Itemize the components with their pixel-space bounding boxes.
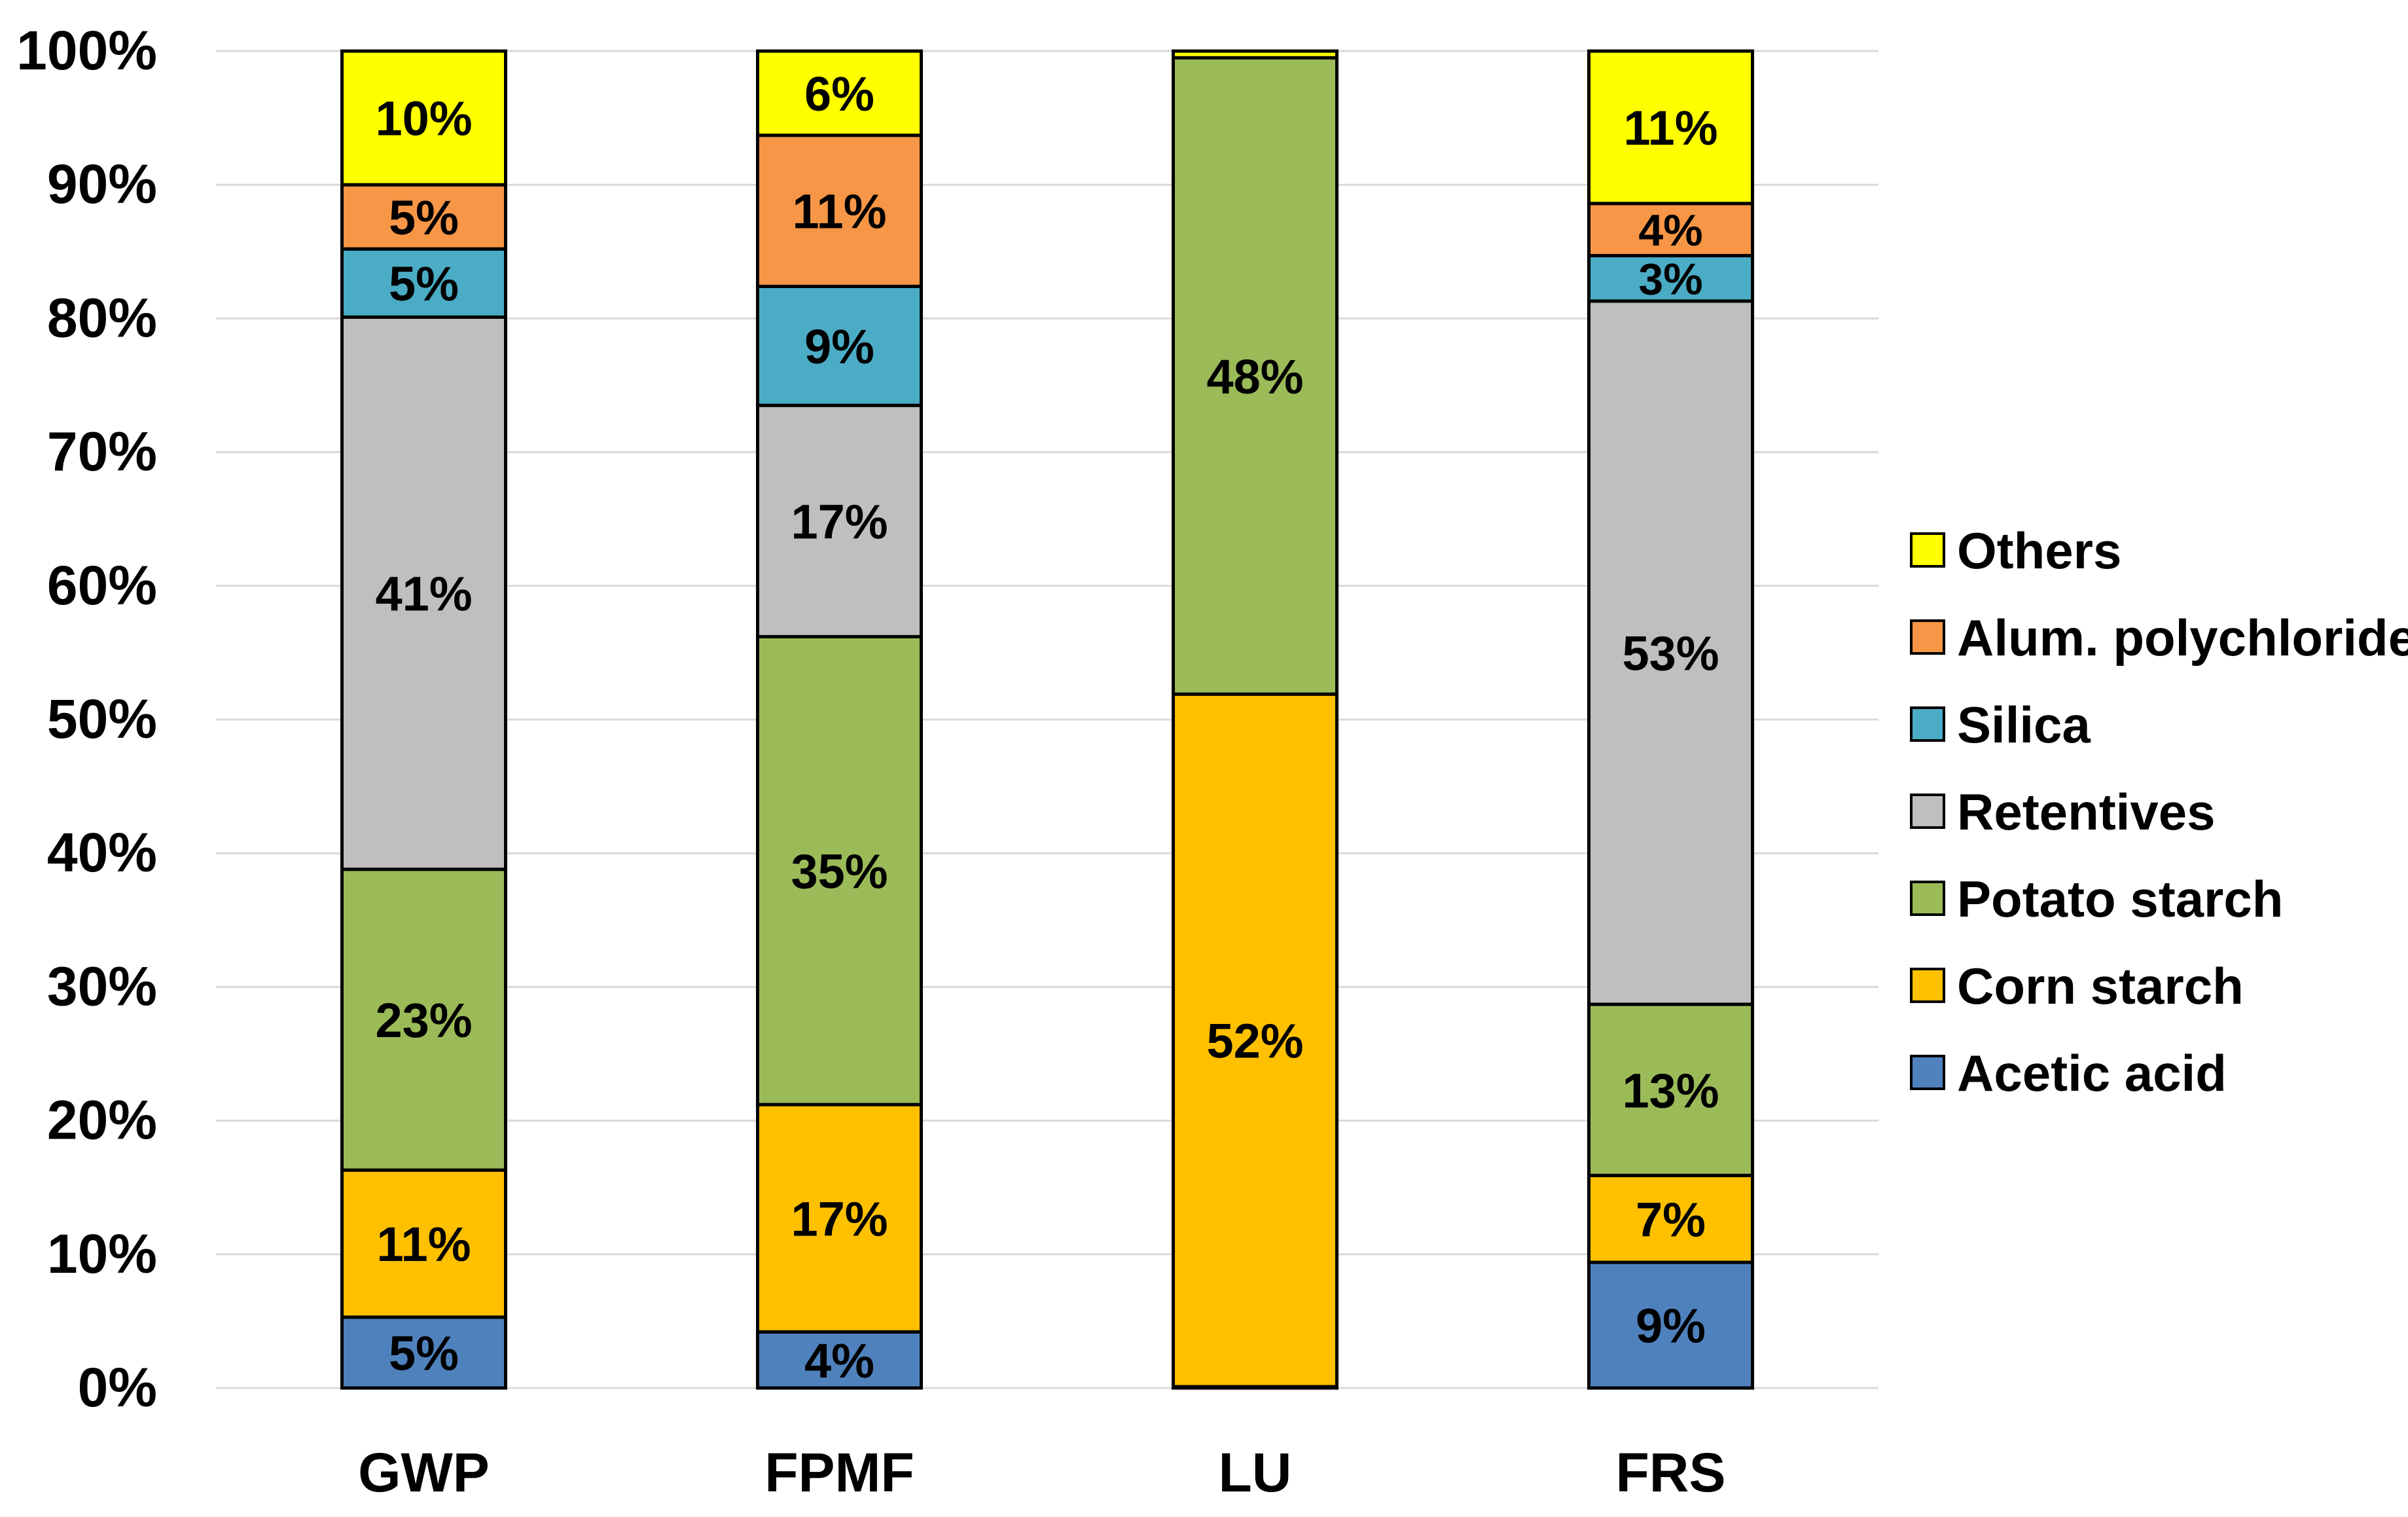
legend: Others Alum. polychloride Silica Retentives…	[1910, 522, 2408, 1102]
legend-item: Silica	[1910, 696, 2091, 754]
legend-swatch	[1910, 794, 1945, 829]
data-label: 9%	[804, 320, 874, 374]
data-label: 17%	[791, 1192, 888, 1246]
y-tick-label: 60%	[47, 555, 157, 616]
legend-item: Potato starch	[1910, 870, 2283, 928]
y-axis-tick-labels: 0% 10% 20% 30% 40% 50% 60% 70% 80% 90% 100%	[16, 20, 157, 1418]
data-label: 17%	[791, 494, 888, 549]
y-tick-label: 90%	[47, 153, 157, 215]
bars	[340, 49, 1754, 1390]
y-tick-label: 100%	[16, 20, 157, 81]
legend-item: Alum. polychloride	[1910, 609, 2408, 667]
x-tick-label: FPMF	[764, 1442, 914, 1503]
legend-label: Acetic acid	[1957, 1044, 2227, 1102]
bar-segment-acetic-acid	[340, 1315, 507, 1390]
data-label: 35%	[791, 844, 888, 898]
data-label: 11%	[1623, 101, 1717, 155]
bar-segment-retentives	[340, 315, 507, 871]
bar-segment-potato-starch	[1172, 56, 1339, 696]
data-label: 9%	[1636, 1299, 1706, 1353]
bar-segment-silica	[1587, 253, 1754, 303]
legend-label: Alum. polychloride	[1957, 609, 2408, 667]
bar-segment-potato-starch	[1587, 1002, 1754, 1177]
y-tick-label: 10%	[47, 1223, 157, 1285]
data-label: 53%	[1622, 627, 1719, 681]
bar-segment-others	[1587, 49, 1754, 206]
bar-segment-corn-starch	[756, 1103, 923, 1334]
bar-segment-retentives	[1587, 299, 1754, 1006]
data-label: 4%	[1638, 206, 1702, 255]
legend-item: Acetic acid	[1910, 1044, 2227, 1102]
data-label: 5%	[389, 191, 459, 245]
x-tick-label: GWP	[358, 1442, 490, 1503]
legend-swatch	[1910, 881, 1945, 916]
data-label: 4%	[804, 1334, 874, 1388]
data-label: 11%	[376, 1217, 471, 1271]
data-label: 23%	[375, 993, 472, 1048]
data-label: 11%	[792, 185, 886, 239]
x-tick-label: FRS	[1616, 1442, 1726, 1503]
bar-segment-alum-polychloride	[1587, 202, 1754, 257]
data-label: 5%	[389, 257, 459, 311]
data-label: 3%	[1638, 255, 1702, 304]
legend-swatch	[1910, 706, 1945, 742]
legend-item: Retentives	[1910, 783, 2216, 841]
bar-segment-corn-starch	[1172, 692, 1339, 1389]
data-label: 13%	[1622, 1063, 1719, 1118]
bar-segment-others	[340, 49, 507, 187]
bar-segment-others	[756, 49, 923, 137]
bar-segment-silica	[340, 247, 507, 319]
bar-segment-retentives	[756, 403, 923, 638]
legend-swatch	[1910, 968, 1945, 1003]
x-tick-label: LU	[1219, 1442, 1292, 1503]
legend-swatch	[1910, 1055, 1945, 1090]
data-label: 10%	[375, 92, 472, 146]
data-label: 5%	[389, 1326, 459, 1381]
y-tick-label: 40%	[47, 822, 157, 883]
legend-item: Others	[1910, 522, 2121, 579]
bar-segment-potato-starch	[756, 634, 923, 1106]
data-labels: 5% 11% 23% 41% 5% 5% 10% 4% 17% 35% 17% 9% 11% 6% 52% 4…	[375, 67, 1719, 1388]
legend-item: Corn starch	[1910, 957, 2244, 1015]
data-label: 41%	[375, 567, 472, 621]
x-axis-tick-labels: GWP FPMF LU FRS	[358, 1442, 1725, 1503]
y-tick-label: 30%	[47, 955, 157, 1017]
bar-segment-potato-starch	[340, 868, 507, 1172]
y-tick-label: 80%	[47, 287, 157, 348]
bar-segment-silica	[756, 284, 923, 407]
legend-label: Retentives	[1957, 783, 2216, 841]
data-label: 48%	[1206, 350, 1303, 404]
data-label: 6%	[804, 67, 874, 121]
data-label: 52%	[1206, 1014, 1303, 1069]
bar-segment-corn-starch	[340, 1168, 507, 1319]
legend-swatch	[1910, 532, 1945, 568]
bar-segment-others	[1172, 49, 1339, 60]
y-tick-label: 0%	[78, 1357, 157, 1418]
y-tick-label: 50%	[47, 688, 157, 750]
legend-label: Potato starch	[1957, 870, 2283, 928]
legend-label: Silica	[1957, 696, 2091, 754]
y-tick-label: 20%	[47, 1089, 157, 1151]
bar-segment-alum-polychloride	[756, 134, 923, 288]
legend-label: Others	[1957, 522, 2121, 579]
data-label: 7%	[1636, 1192, 1706, 1247]
legend-label: Corn starch	[1957, 957, 2244, 1015]
legend-swatch	[1910, 619, 1945, 655]
y-tick-label: 70%	[47, 421, 157, 483]
